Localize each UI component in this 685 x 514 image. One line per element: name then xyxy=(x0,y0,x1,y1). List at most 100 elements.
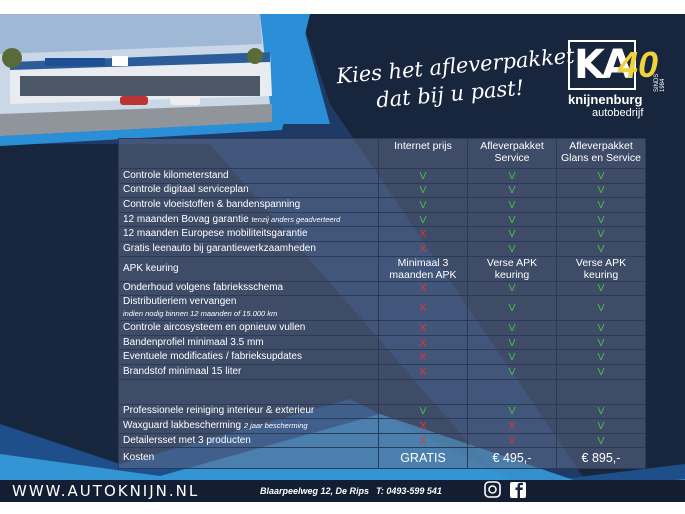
cell: V xyxy=(467,240,557,257)
poster: Kies het afleverpakket dat bij u past! K… xyxy=(0,14,685,502)
cell: V xyxy=(467,349,557,365)
cell: V xyxy=(467,403,557,420)
logo-anniversary: 40 xyxy=(618,44,659,85)
row-label: Professionele reiniging interieur & exte… xyxy=(123,405,315,417)
cell: V xyxy=(556,334,646,351)
cell: V xyxy=(556,182,646,199)
cell: X xyxy=(378,320,468,336)
total-label: Kosten xyxy=(118,447,379,470)
row-label-cell: Distributieriem vervangen indien nodig b… xyxy=(118,295,379,322)
cell: Verse APK keuring xyxy=(556,255,646,282)
cell: V xyxy=(556,226,646,242)
cell: V xyxy=(378,211,468,228)
row-label-cell: Detailersset met 3 producten xyxy=(118,432,379,449)
cell: V xyxy=(556,280,646,297)
cell: V xyxy=(556,197,646,213)
row-label: Controle aircosysteem en opnieuw vullen xyxy=(123,321,306,333)
cell: V xyxy=(467,320,557,336)
row-label-cell: Brandstof minimaal 15 liter xyxy=(118,363,379,380)
cell: X xyxy=(378,334,468,351)
cell: V xyxy=(467,280,557,297)
cell: V xyxy=(556,349,646,365)
row-note: 2 jaar bescherming xyxy=(243,420,308,430)
row: Controle aircosysteem en opnieuw vullen X… xyxy=(118,320,646,336)
spacer-cell xyxy=(118,378,379,405)
row: Professionele reiniging interieur & exte… xyxy=(118,403,646,420)
cell: X xyxy=(378,226,468,242)
cell: € 895,- xyxy=(556,447,646,470)
row: Eventuele modificaties / fabrieksupdates… xyxy=(118,349,646,365)
row: Controle kilometerstand V V V xyxy=(118,168,646,184)
row: Detailersset met 3 producten X X V xyxy=(118,432,646,449)
row: Controle vloeistoffen & bandenspanning V V… xyxy=(118,197,646,213)
spacer-cell xyxy=(378,378,468,405)
logo-subtitle: autobedrijf xyxy=(592,107,644,119)
row-label: Waxguard lakbescherming xyxy=(123,419,242,431)
cell: V xyxy=(556,403,646,420)
cell: Minimaal 3 maanden APK xyxy=(378,255,468,282)
row-label: Controle vloeistoffen & bandenspanning xyxy=(123,198,301,210)
cell: V xyxy=(378,403,468,420)
row: Brandstof minimaal 15 liter X V V xyxy=(118,363,646,380)
row-label: Controle digitaal serviceplan xyxy=(123,184,249,196)
cell: € 495,- xyxy=(467,447,557,470)
column-header: Internet prijs xyxy=(378,138,468,169)
phone: T: 0493-599 541 xyxy=(376,486,442,496)
row: 12 maanden Europese mobiliteitsgarantie X… xyxy=(118,226,646,242)
column-header: Afleverpakket Service xyxy=(467,138,557,169)
cell: V xyxy=(378,182,468,199)
logo-letters: KA xyxy=(568,40,636,90)
row-note: tenzij anders geadverteerd xyxy=(251,214,341,224)
row-note: indien nodig binnen 12 maanden of 15.000… xyxy=(123,309,278,319)
cell: X xyxy=(378,349,468,365)
row-label-cell: Controle vloeistoffen & bandenspanning xyxy=(118,197,379,213)
row: APK keuring Minimaal 3 maanden APK Verse A… xyxy=(118,255,646,282)
row-label: APK keuring xyxy=(123,262,179,274)
row-label-cell: Waxguard lakbescherming 2 jaar beschermi… xyxy=(118,418,379,434)
cell: X xyxy=(378,295,468,322)
social-icons xyxy=(484,481,526,498)
spacer-row xyxy=(118,378,646,405)
cell: V xyxy=(556,418,646,434)
spacer-cell xyxy=(467,378,557,405)
website: WWW.AUTOKNIJN.NL xyxy=(12,482,200,500)
cell: V xyxy=(556,211,646,228)
row-label: Controle kilometerstand xyxy=(123,169,229,181)
row-label: Gratis leenauto bij garantiewerkzaamhede… xyxy=(123,242,316,254)
instagram-icon[interactable] xyxy=(484,481,501,498)
cell: V xyxy=(467,168,557,184)
row: Gratis leenauto bij garantiewerkzaamhede… xyxy=(118,240,646,257)
cell: X xyxy=(467,432,557,449)
row-label: Brandstof minimaal 15 liter xyxy=(123,365,242,377)
header-row: Internet prijs Afleverpakket Service Aflev… xyxy=(118,138,646,169)
row-label-cell: Gratis leenauto bij garantiewerkzaamhede… xyxy=(118,240,379,257)
cell: V xyxy=(467,197,557,213)
cell: V xyxy=(467,211,557,228)
cell: V xyxy=(556,363,646,380)
row: Onderhoud volgens fabrieksschema X V V xyxy=(118,280,646,297)
header-blank xyxy=(118,138,379,169)
row-label-cell: Professionele reiniging interieur & exte… xyxy=(118,403,379,420)
row: Distributieriem vervangen indien nodig b… xyxy=(118,295,646,322)
row-label: Eventuele modificaties / fabrieksupdates xyxy=(123,351,302,363)
row-label-cell: Bandenprofiel minimaal 3.5 mm xyxy=(118,334,379,351)
spacer-cell xyxy=(556,378,646,405)
package-table: Internet prijs Afleverpakket Service Aflev… xyxy=(118,138,646,470)
cell: V xyxy=(467,334,557,351)
row-label-cell: 12 maanden Europese mobiliteitsgarantie xyxy=(118,226,379,242)
cell: GRATIS xyxy=(378,447,468,470)
cell: X xyxy=(378,240,468,257)
logo-since: SINDS 1984 xyxy=(654,73,666,92)
cell: V xyxy=(467,182,557,199)
row-label: Distributieriem vervangen xyxy=(123,296,237,308)
cell: X xyxy=(467,418,557,434)
cell: V xyxy=(556,320,646,336)
cell: V xyxy=(378,168,468,184)
cell: X xyxy=(378,280,468,297)
photo xyxy=(0,14,310,146)
logo: KA 40 knijnenburg autobedrijf SINDS 1984 xyxy=(568,40,666,119)
row-label: 12 maanden Europese mobiliteitsgarantie xyxy=(123,228,308,240)
logo-name: knijnenburg xyxy=(568,92,643,107)
cell: X xyxy=(378,432,468,449)
